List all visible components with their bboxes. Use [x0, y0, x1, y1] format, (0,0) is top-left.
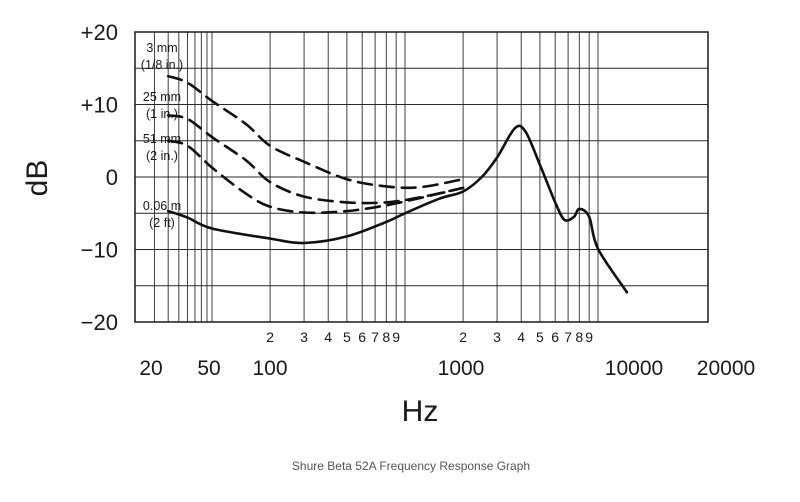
y-tick-label: −20 — [81, 310, 118, 335]
chart-caption: Shure Beta 52A Frequency Response Graph — [292, 459, 530, 473]
series-line-3-mm-1-8-in — [166, 74, 465, 190]
series-label: (1 in.) — [146, 107, 178, 121]
series-label: (2 ft) — [149, 216, 175, 230]
series-label: 0.06 m — [143, 199, 181, 213]
series-label: 25 mm — [143, 90, 181, 104]
x-tick-label-minor: 4 — [517, 329, 525, 345]
y-tick-label: +10 — [81, 93, 118, 118]
x-tick-label-minor: 2 — [459, 329, 467, 345]
x-axis-title: Hz — [402, 395, 439, 428]
x-tick-label-minor: 3 — [493, 329, 501, 345]
x-tick-label-minor: 9 — [585, 329, 593, 345]
y-tick-label: 0 — [106, 165, 118, 190]
y-axis-title: dB — [21, 160, 54, 197]
y-tick-label: +20 — [81, 20, 118, 45]
x-tick-label-minor: 8 — [382, 329, 390, 345]
series-label: (2 in.) — [146, 149, 178, 163]
x-tick-label-minor: 3 — [300, 329, 308, 345]
x-tick-label-major: 100 — [252, 357, 287, 380]
x-tick-label-minor: 5 — [536, 329, 544, 345]
x-tick-label-major: 10000 — [605, 357, 663, 380]
x-tick-label-major: 1000 — [438, 357, 485, 380]
x-tick-label-minor: 2 — [266, 329, 274, 345]
x-tick-label-minor: 5 — [343, 329, 351, 345]
series-label: 51 mm — [143, 132, 181, 146]
grid — [135, 32, 708, 322]
x-tick-label-major: 20000 — [697, 357, 755, 380]
y-tick-label: −10 — [81, 238, 118, 263]
x-tick-label-minor: 7 — [564, 329, 572, 345]
series-curves — [166, 74, 629, 294]
x-tick-label-major: 20 — [139, 357, 162, 380]
series-labels: 3 mm (1/8 in.) 25 mm (1 in.) 51 mm (2 in.) 0.0… — [141, 41, 183, 230]
series-line-51-mm-2-in — [166, 139, 465, 215]
x-tick-label-major: 50 — [197, 357, 220, 380]
x-tick-label-minor: 9 — [392, 329, 400, 345]
series-line-0-06-m-2-ft — [166, 124, 629, 294]
x-tick-label-minor: 7 — [371, 329, 379, 345]
plot-frame — [134, 31, 709, 323]
x-tick-label-minor: 4 — [324, 329, 332, 345]
series-label: (1/8 in.) — [141, 58, 183, 72]
x-tick-label-minor: 6 — [551, 329, 559, 345]
x-tick-label-minor: 8 — [575, 329, 583, 345]
series-line-25-mm-1-in — [166, 114, 465, 205]
series-label: 3 mm — [146, 41, 177, 55]
x-tick-label-minor: 6 — [358, 329, 366, 345]
